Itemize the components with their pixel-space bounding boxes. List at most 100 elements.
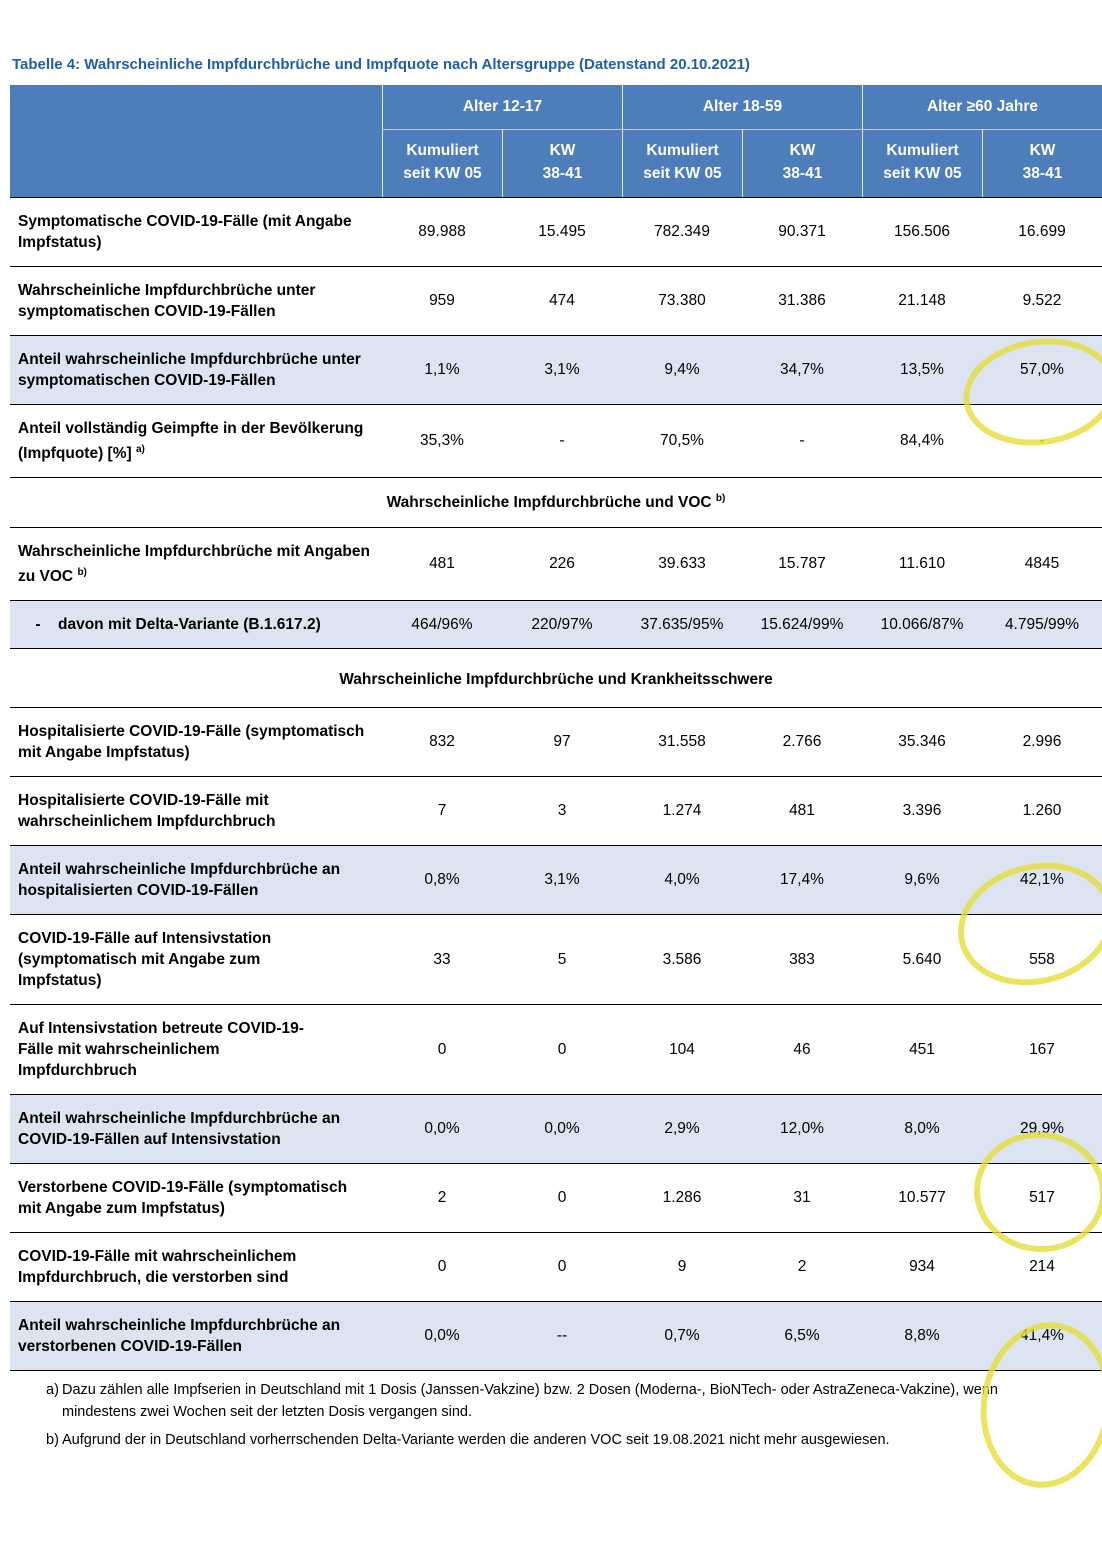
value-cell: 0 bbox=[437, 1258, 447, 1276]
value-cell: 9.522 bbox=[1022, 292, 1062, 309]
value-cell: 35,3% bbox=[420, 432, 464, 450]
value-cell: 214 bbox=[1029, 1258, 1055, 1276]
report-page: Tabelle 4: Wahrscheinliche Impfdurchbrüc… bbox=[10, 56, 1102, 1451]
value-cell: 3,1% bbox=[544, 871, 580, 889]
value-cell: 89.988 bbox=[418, 223, 466, 240]
value-cell: 7 bbox=[437, 802, 447, 820]
row-label: Verstorbene COVID-19-Fälle (symptomatisc… bbox=[18, 1179, 348, 1218]
value-cell: 97 bbox=[553, 733, 571, 751]
list-dash: - bbox=[35, 616, 41, 634]
value-cell: 2,9% bbox=[664, 1120, 700, 1138]
value-cell: 1.260 bbox=[1022, 802, 1062, 820]
value-cell: 0 bbox=[557, 1040, 567, 1058]
section-header-voc: Wahrscheinliche Impfdurchbrüche und VOC … bbox=[10, 477, 1102, 527]
table-row: Auf Intensivstation betreute COVID-19-Fä… bbox=[10, 1004, 1102, 1094]
table-row: - davon mit Delta-Variante (B.1.617.2) 46… bbox=[10, 600, 1102, 649]
value-cell: 934 bbox=[909, 1258, 935, 1276]
value-cell: 2.996 bbox=[1022, 733, 1062, 751]
row-label: COVID-19-Fälle mit wahrscheinlichem Impf… bbox=[18, 1248, 297, 1287]
value-cell: 2.766 bbox=[782, 733, 822, 751]
value-cell: 10.577 bbox=[898, 1189, 946, 1207]
footnotes: a) Dazu zählen alle Impfserien in Deutsc… bbox=[10, 1379, 1092, 1451]
table-row: Wahrscheinliche Impfdurchbrüche mit Anga… bbox=[10, 527, 1102, 600]
value-cell: 15.495 bbox=[538, 223, 586, 240]
value-cell: 5 bbox=[557, 950, 567, 968]
row-label: Auf Intensivstation betreute COVID-19-Fä… bbox=[18, 1020, 304, 1080]
value-cell: 4,0% bbox=[664, 871, 700, 889]
value-cell: 451 bbox=[909, 1040, 935, 1058]
section-header-krankheitsschwere: Wahrscheinliche Impfdurchbrüche und Kran… bbox=[10, 648, 1102, 707]
row-label: Symptomatische COVID-19-Fälle (mit Angab… bbox=[18, 213, 352, 251]
table-row: Verstorbene COVID-19-Fälle (symptomatisc… bbox=[10, 1163, 1102, 1232]
value-cell: 73.380 bbox=[658, 292, 706, 309]
col-group-alter-18-59: Alter 18-59 bbox=[622, 85, 862, 129]
value-cell: 17,4% bbox=[780, 871, 824, 889]
value-cell: 959 bbox=[429, 292, 455, 309]
col-group-alter-12-17: Alter 12-17 bbox=[382, 85, 622, 129]
value-cell: 34,7% bbox=[780, 361, 824, 378]
footnote-b: b) Aufgrund der in Deutschland vorherrsc… bbox=[10, 1429, 1092, 1451]
value-cell: 832 bbox=[429, 733, 455, 751]
value-cell: 70,5% bbox=[660, 432, 704, 450]
value-cell: 4845 bbox=[1024, 555, 1060, 573]
value-cell: - bbox=[559, 432, 565, 450]
value-cell: 481 bbox=[789, 802, 815, 820]
table-row: Anteil wahrscheinliche Impfdurchbrüche a… bbox=[10, 1301, 1102, 1371]
row-label: Wahrscheinliche Impfdurchbrüche unter sy… bbox=[18, 282, 316, 320]
row-label: Wahrscheinliche Impfdurchbrüche mit Anga… bbox=[18, 543, 370, 586]
value-cell: 6,5% bbox=[784, 1327, 820, 1345]
header-group-row: Alter 12-17 Alter 18-59 Alter ≥60 Jahre bbox=[10, 85, 1102, 129]
value-cell: 3 bbox=[557, 802, 567, 820]
value-cell: 37.635/95% bbox=[640, 615, 724, 633]
value-cell: 0 bbox=[437, 1040, 447, 1058]
footnote-ref-b: b) bbox=[715, 493, 726, 505]
value-cell: 8,8% bbox=[904, 1327, 940, 1345]
value-cell: 558 bbox=[1029, 950, 1055, 968]
value-cell: 11.610 bbox=[898, 555, 946, 573]
data-table: Alter 12-17 Alter 18-59 Alter ≥60 Jahre … bbox=[10, 85, 1102, 1372]
table-row: Symptomatische COVID-19-Fälle (mit Angab… bbox=[10, 197, 1102, 266]
value-cell: 156.506 bbox=[893, 223, 951, 240]
footnote-a: a) Dazu zählen alle Impfserien in Deutsc… bbox=[10, 1379, 1092, 1423]
table-row: COVID-19-Fälle mit wahrscheinlichem Impf… bbox=[10, 1232, 1102, 1301]
value-cell-highlighted: 42,1% bbox=[1020, 871, 1064, 889]
value-cell: 31.558 bbox=[658, 733, 706, 751]
table-row: Hospitalisierte COVID-19-Fälle mit wahrs… bbox=[10, 776, 1102, 845]
subcol-kumuliert: Kumuliert seit KW 05 bbox=[862, 129, 982, 197]
value-cell: 0,0% bbox=[544, 1120, 580, 1138]
value-cell: 21.148 bbox=[898, 292, 946, 309]
value-cell: 517 bbox=[1029, 1189, 1055, 1207]
value-cell: 10.066/87% bbox=[880, 615, 964, 633]
header-spacer bbox=[10, 85, 382, 129]
value-cell-highlighted: 57,0% bbox=[1020, 361, 1064, 378]
value-cell: 2 bbox=[797, 1258, 807, 1276]
value-cell: 481 bbox=[429, 555, 455, 573]
value-cell: 3.396 bbox=[902, 802, 942, 820]
row-label: Anteil wahrscheinliche Impfdurchbrüche a… bbox=[18, 1317, 341, 1356]
value-cell: 31.386 bbox=[778, 292, 826, 309]
value-cell: 12,0% bbox=[780, 1120, 824, 1138]
value-cell-highlighted: 41,4% bbox=[1020, 1327, 1064, 1345]
value-cell: 84,4% bbox=[900, 432, 944, 450]
value-cell: 1,1% bbox=[424, 361, 460, 378]
value-cell: 16.699 bbox=[1018, 223, 1066, 240]
col-group-alter-60plus: Alter ≥60 Jahre bbox=[862, 85, 1102, 129]
value-cell: 9 bbox=[677, 1258, 687, 1276]
page-title: Tabelle 4: Wahrscheinliche Impfdurchbrüc… bbox=[12, 56, 750, 73]
row-label: Anteil wahrscheinliche Impfdurchbrüche u… bbox=[18, 351, 361, 389]
table-row: Anteil wahrscheinliche Impfdurchbrüche a… bbox=[10, 1094, 1102, 1164]
value-cell: 3,1% bbox=[544, 361, 580, 378]
table-row: Hospitalisierte COVID-19-Fälle (symptoma… bbox=[10, 707, 1102, 776]
value-cell: - bbox=[799, 432, 805, 450]
value-cell: 15.624/99% bbox=[760, 615, 844, 633]
value-cell: 0,8% bbox=[424, 871, 460, 889]
value-cell: 0,0% bbox=[424, 1120, 460, 1138]
subcol-kumuliert: Kumuliert seit KW 05 bbox=[382, 129, 502, 197]
footnote-ref-b: b) bbox=[77, 567, 87, 579]
row-label: - davon mit Delta-Variante (B.1.617.2) bbox=[10, 601, 382, 648]
footnote-marker: a) bbox=[46, 1382, 59, 1399]
value-cell: 5.640 bbox=[902, 950, 942, 968]
header-spacer bbox=[10, 129, 382, 197]
value-cell: 3.586 bbox=[662, 950, 702, 968]
subcol-kw: KW 38-41 bbox=[502, 129, 622, 197]
